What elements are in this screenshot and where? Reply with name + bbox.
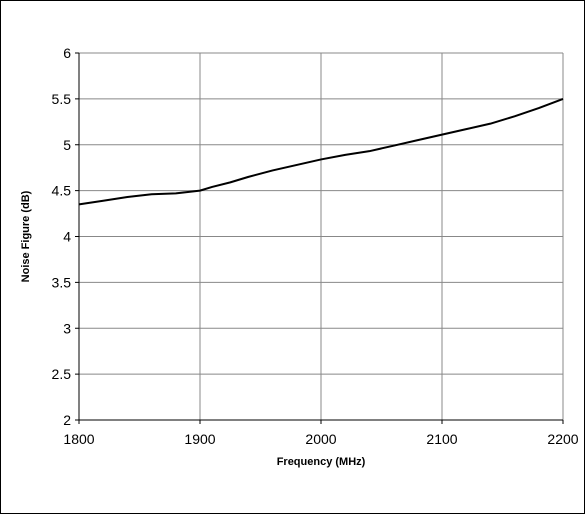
series: [78, 97, 564, 206]
grid: [78, 52, 564, 421]
y-tick-label: 3: [63, 320, 71, 336]
y-tick-label: 2: [63, 412, 71, 428]
y-tick-label: 2.5: [52, 366, 72, 382]
y-tick-label: 6: [63, 45, 71, 61]
y-axis-title: Noise Figure (dB): [20, 190, 32, 282]
y-tick-label: 5: [63, 137, 71, 153]
x-tick-label: 1800: [63, 431, 94, 447]
y-tick-label: 4: [63, 229, 71, 245]
y-tick-label: 4.5: [52, 183, 72, 199]
series-line-0: [78, 97, 564, 206]
x-tick-labels: 1800 1900 2000 2100 2200: [63, 431, 578, 447]
x-tick-label: 2200: [547, 431, 578, 447]
y-tick-labels: 2 2.5 3 3.5 4 4.5 5 5.5 6: [52, 45, 72, 428]
x-tick-label: 2100: [426, 431, 457, 447]
x-tick-label: 1900: [184, 431, 215, 447]
axes: [75, 52, 564, 424]
x-axis-title: Frequency (MHz): [277, 456, 366, 468]
x-tick-label: 2000: [305, 431, 336, 447]
y-tick-label: 3.5: [52, 274, 72, 290]
y-tick-label: 5.5: [52, 91, 72, 107]
